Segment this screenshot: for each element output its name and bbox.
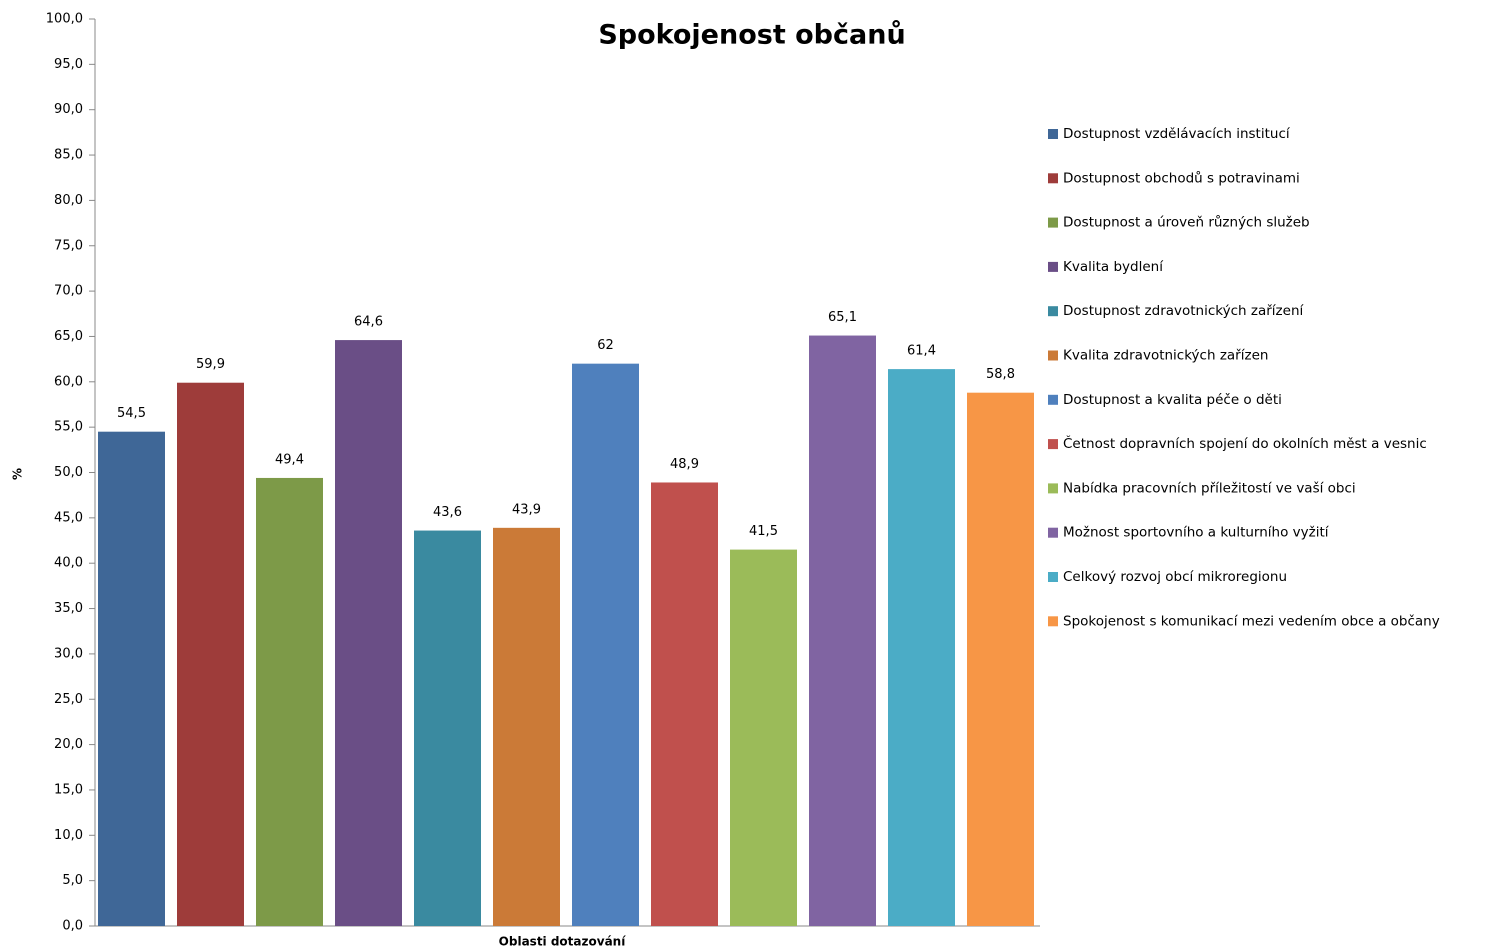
legend-swatch — [1048, 483, 1058, 494]
legend-label: Dostupnost obchodů s potravinami — [1063, 170, 1300, 186]
bar — [888, 369, 955, 926]
y-tick-label: 35,0 — [54, 601, 83, 616]
data-label: 65,1 — [828, 310, 857, 325]
y-tick-label: 40,0 — [54, 556, 83, 571]
bar — [493, 527, 560, 926]
legend-swatch — [1048, 306, 1058, 317]
data-label: 48,9 — [670, 457, 699, 472]
y-tick-label: 45,0 — [54, 510, 83, 525]
legend-label: Dostupnost a úroveň různých služeb — [1063, 215, 1310, 231]
x-axis-label: Oblasti dotazování — [499, 935, 627, 949]
legend-swatch — [1048, 217, 1058, 228]
legend-label: Kvalita bydlení — [1063, 259, 1164, 275]
y-tick-label: 75,0 — [54, 238, 83, 253]
y-tick-label: 60,0 — [54, 374, 83, 389]
y-tick-label: 55,0 — [54, 420, 83, 435]
legend-label: Možnost sportovního a kulturního vyžití — [1063, 525, 1330, 541]
bar — [809, 335, 876, 927]
data-label: 54,5 — [117, 406, 146, 421]
y-tick-label: 30,0 — [54, 646, 83, 661]
bar — [414, 530, 481, 926]
bar — [572, 363, 639, 926]
y-tick-label: 25,0 — [54, 692, 83, 707]
y-axis-label: % — [11, 468, 25, 480]
y-tick-label: 80,0 — [54, 193, 83, 208]
y-tick-label: 5,0 — [62, 873, 83, 888]
bar — [98, 431, 165, 926]
legend-label: Nabídka pracovních příležitostí ve vaší … — [1063, 480, 1356, 496]
legend-swatch — [1048, 261, 1058, 272]
y-tick-label: 10,0 — [54, 828, 83, 843]
data-label: 61,4 — [907, 344, 936, 359]
bar — [730, 549, 797, 926]
data-label: 62 — [597, 338, 614, 353]
legend-label: Celkový rozvoj obcí mikroregionu — [1063, 569, 1287, 585]
legend-swatch — [1048, 350, 1058, 361]
legend-swatch — [1048, 394, 1058, 405]
legend-swatch — [1048, 527, 1058, 538]
legend-label: Spokojenost s komunikací mezi vedením ob… — [1063, 613, 1440, 629]
chart-title: Spokojenost občanů — [598, 20, 905, 51]
y-tick-label: 50,0 — [54, 465, 83, 480]
data-label: 41,5 — [749, 524, 778, 539]
legend-swatch — [1048, 173, 1058, 184]
bar — [177, 382, 244, 926]
bar — [967, 392, 1034, 927]
y-tick-label: 15,0 — [54, 782, 83, 797]
data-label: 58,8 — [986, 367, 1015, 382]
legend-label: Dostupnost zdravotnických zařízení — [1063, 303, 1304, 319]
y-tick-label: 0,0 — [62, 919, 83, 934]
legend-swatch — [1048, 572, 1058, 582]
y-tick-label: 95,0 — [54, 57, 83, 72]
data-label: 59,9 — [196, 357, 225, 372]
legend-label: Dostupnost a kvalita péče o děti — [1063, 392, 1282, 408]
legend-label: Dostupnost vzdělávacích institucí — [1063, 126, 1291, 142]
bar — [335, 340, 402, 926]
data-label: 43,9 — [512, 502, 541, 517]
bar — [651, 482, 718, 926]
legend-swatch — [1048, 129, 1058, 139]
legend-label: Kvalita zdravotnických zařízen — [1063, 348, 1268, 364]
y-tick-label: 85,0 — [54, 148, 83, 163]
y-tick-label: 90,0 — [54, 102, 83, 117]
legend-swatch — [1048, 439, 1058, 450]
y-tick-label: 70,0 — [54, 284, 83, 299]
y-tick-label: 65,0 — [54, 329, 83, 344]
legend-label: Četnost dopravních spojení do okolních m… — [1063, 434, 1427, 452]
data-label: 64,6 — [354, 315, 383, 330]
y-tick-label: 100,0 — [46, 12, 83, 27]
legend-swatch — [1048, 616, 1058, 627]
data-label: 49,4 — [275, 452, 304, 467]
data-label: 43,6 — [433, 505, 462, 520]
y-tick-label: 20,0 — [54, 737, 83, 752]
bar — [256, 477, 323, 926]
